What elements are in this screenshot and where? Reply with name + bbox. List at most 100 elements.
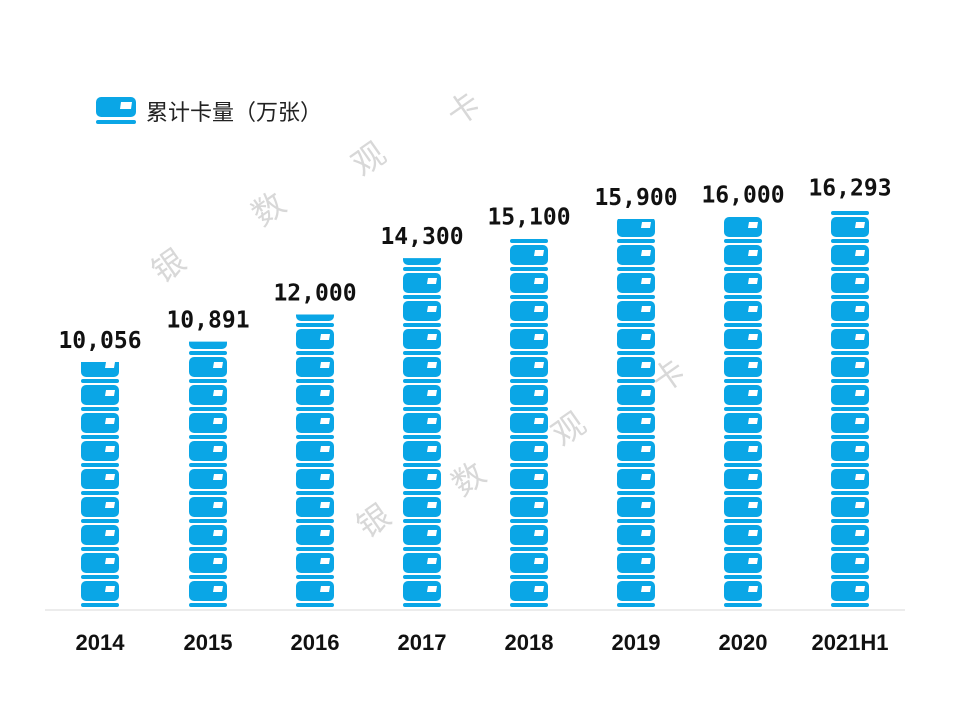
bank-card-icon [724,385,762,411]
x-tick-label: 2016 [291,630,340,655]
bank-card-icon [189,341,227,355]
bank-card-icon [617,385,655,411]
bank-card-icon [403,497,441,523]
x-tick-label: 2017 [398,630,447,655]
bank-card-icon [403,441,441,467]
bank-card-icon [724,497,762,523]
bank-card-icon [831,217,869,243]
bank-card-icon [510,553,548,579]
bank-card-icon [510,245,548,271]
watermark-char: 数 [445,454,493,503]
bank-card-icon [296,314,334,327]
watermark-char: 数 [245,184,293,233]
bank-card-icon [510,329,548,355]
bank-card-icon [617,273,655,299]
bank-card-icon [510,357,548,383]
bank-card-icon [81,441,119,467]
x-tick-label: 2021H1 [811,630,888,655]
legend: 累计卡量（万张） [96,97,322,126]
data-label: 16,293 [808,175,891,201]
bank-card-icon [296,357,334,383]
bar-2017 [403,258,441,607]
bar-2020 [724,217,762,607]
data-label: 15,900 [594,185,677,211]
bank-card-icon [831,497,869,523]
data-label: 14,300 [380,224,463,250]
watermark-char: 观 [345,134,393,183]
bank-card-icon [81,362,119,383]
x-tick-label: 2014 [76,630,126,655]
bank-card-icon [831,441,869,467]
bank-card-icon [831,413,869,439]
data-label: 10,891 [166,308,249,334]
bank-card-icon [724,357,762,383]
data-label: 16,000 [701,183,784,209]
bank-card-icon [724,301,762,327]
bank-card-icon [296,553,334,579]
bank-card-icon [617,357,655,383]
bank-card-icon [189,385,227,411]
bank-card-icon [403,581,441,607]
bank-card-icon [189,553,227,579]
bank-card-icon [724,217,762,243]
bank-card-icon [617,469,655,495]
bar-2019 [617,219,655,607]
bank-card-icon [189,525,227,551]
bank-card-icon [831,273,869,299]
bank-card-icon [296,413,334,439]
bank-card-icon [510,239,548,243]
bank-card-icon [831,357,869,383]
bank-card-icon [831,211,869,215]
data-label: 12,000 [273,280,356,306]
watermark-char: 卡 [440,84,488,133]
bank-card-icon [189,469,227,495]
bank-card-icon [510,525,548,551]
bank-card-icon [510,497,548,523]
bank-card-icon [617,497,655,523]
bank-card-icon [510,273,548,299]
bank-card-icon [510,385,548,411]
bank-card-icon [81,553,119,579]
bank-card-icon [617,525,655,551]
bank-card-icon [831,329,869,355]
data-label: 10,056 [58,328,141,354]
bank-card-icon [189,497,227,523]
watermark-char: 观 [545,404,593,453]
bank-card-icon [81,469,119,495]
bank-card-icon [510,581,548,607]
bank-card-icon [724,441,762,467]
bank-card-icon [831,245,869,271]
bank-card-icon [81,525,119,551]
bank-card-icon [724,553,762,579]
bank-card-icon [81,497,119,523]
bank-card-icon [296,581,334,607]
data-label: 15,100 [487,205,570,231]
bank-card-icon [296,329,334,355]
bank-card-icon [510,441,548,467]
bank-card-icon [617,301,655,327]
bank-card-icon [831,581,869,607]
bank-card-icon [617,581,655,607]
bar-2018 [510,239,548,607]
bank-card-icon [617,441,655,467]
x-tick-label: 2019 [612,630,661,655]
bank-card-icon [831,525,869,551]
bank-card-icon [831,469,869,495]
bank-card-icon [724,525,762,551]
bank-card-icon [296,441,334,467]
bank-card-icon [617,413,655,439]
bank-card-icon [403,413,441,439]
bank-card-icon [724,469,762,495]
x-tick-label: 2018 [505,630,554,655]
bank-card-icon [831,553,869,579]
bank-card-icon [510,469,548,495]
bank-card-icon [510,301,548,327]
bank-card-icon [403,357,441,383]
x-tick-label: 2020 [719,630,768,655]
bank-card-icon [189,581,227,607]
bank-card-icon [403,553,441,579]
bar-2021H1 [831,211,869,607]
bank-card-icon [617,329,655,355]
bank-card-icon [617,245,655,271]
